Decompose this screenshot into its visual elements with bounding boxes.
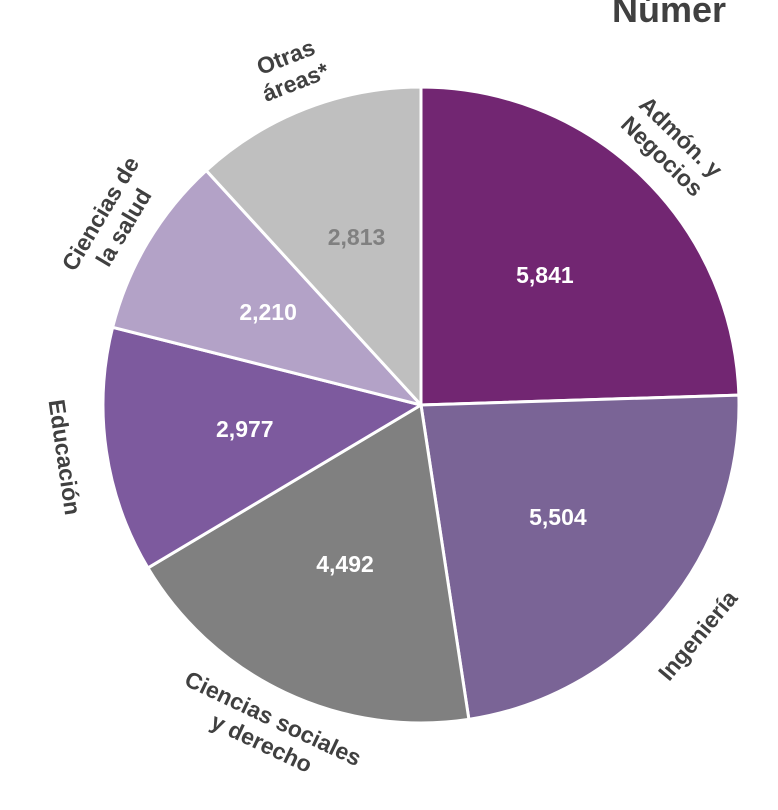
pie-slice-admon-y-negocios [419,85,741,407]
value-label-ciencias-sociales-y-derecho: 4,492 [316,551,374,577]
value-label-otras-areas: 2,813 [328,224,386,250]
value-labels: 5,841 5,504 4,492 2,977 2,210 2,813 [216,224,587,577]
pie-slice-otras-areas [204,85,423,407]
pie-slice-educacion [101,325,423,570]
value-label-ingenieria: 5,504 [529,504,587,530]
category-label-line: Educación [44,398,87,517]
pie-slice-ciencias-sociales-y-derecho [146,403,471,725]
pie-slice-ciencias-de-la-salud [111,168,423,407]
category-label-educacion: Educación [44,398,87,517]
pie-slices [101,85,741,725]
value-label-educacion: 2,977 [216,416,274,442]
pie-slice-ingenieria [419,393,741,721]
chart-title: Númer [612,0,726,30]
value-label-ciencias-de-la-salud: 2,210 [239,299,297,325]
value-label-admon-y-negocios: 5,841 [516,262,574,288]
